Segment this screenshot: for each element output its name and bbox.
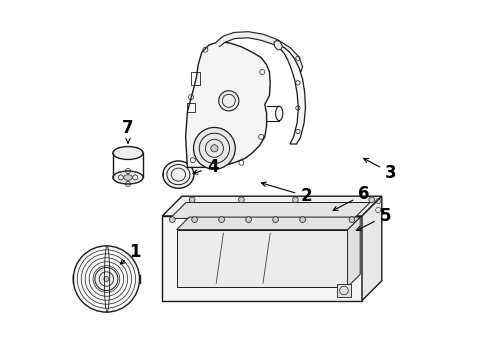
Polygon shape [347, 217, 360, 287]
Polygon shape [176, 217, 360, 230]
Polygon shape [274, 40, 282, 50]
Text: 1: 1 [121, 243, 141, 264]
Text: 4: 4 [193, 158, 219, 176]
Polygon shape [277, 45, 305, 144]
Polygon shape [362, 196, 382, 301]
Circle shape [369, 197, 374, 203]
Circle shape [194, 127, 235, 169]
Text: 2: 2 [262, 182, 312, 205]
Polygon shape [186, 41, 270, 167]
Polygon shape [162, 216, 362, 301]
Circle shape [239, 197, 245, 203]
Polygon shape [170, 203, 370, 219]
Circle shape [219, 217, 224, 222]
Text: 6: 6 [333, 185, 369, 211]
Circle shape [95, 267, 118, 291]
Circle shape [293, 197, 298, 203]
Circle shape [219, 91, 239, 111]
Polygon shape [216, 32, 303, 72]
Circle shape [192, 217, 197, 222]
Circle shape [300, 217, 305, 222]
Text: 3: 3 [364, 158, 396, 182]
Ellipse shape [123, 175, 132, 180]
Polygon shape [176, 230, 347, 287]
Text: 7: 7 [122, 119, 134, 143]
Circle shape [189, 197, 195, 203]
Circle shape [349, 217, 355, 222]
Ellipse shape [163, 161, 194, 188]
Circle shape [273, 217, 278, 222]
Polygon shape [337, 284, 351, 297]
Ellipse shape [113, 147, 143, 159]
Ellipse shape [113, 171, 143, 184]
Polygon shape [162, 196, 382, 216]
Circle shape [211, 145, 218, 152]
Circle shape [245, 217, 251, 222]
Circle shape [104, 276, 109, 282]
Ellipse shape [74, 246, 140, 312]
Text: 5: 5 [357, 207, 391, 230]
Circle shape [170, 217, 175, 222]
